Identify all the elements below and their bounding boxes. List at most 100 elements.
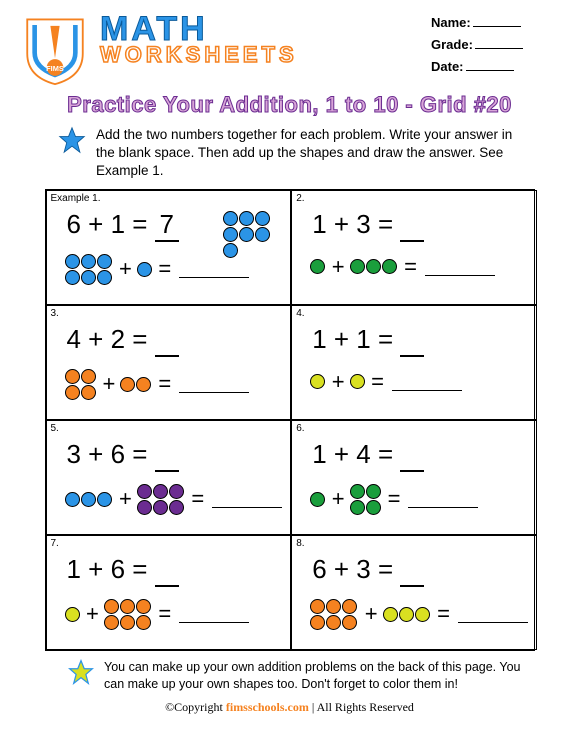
dot bbox=[350, 259, 365, 274]
dot bbox=[366, 484, 381, 499]
dot bbox=[255, 211, 270, 226]
shapes-row: += bbox=[65, 484, 283, 515]
dot-group bbox=[104, 599, 154, 630]
dot-group bbox=[350, 374, 367, 389]
problem-grid: Example 1.6 + 1 = 7+=2.1 + 3 = +=3.4 + 2… bbox=[45, 189, 535, 651]
answer-blank[interactable] bbox=[400, 554, 424, 587]
dot bbox=[342, 599, 357, 614]
answer-blank[interactable] bbox=[155, 554, 179, 587]
answer-blank[interactable] bbox=[155, 324, 179, 357]
dot bbox=[81, 254, 96, 269]
dot bbox=[97, 492, 112, 507]
instructions-text: Add the two numbers together for each pr… bbox=[96, 126, 531, 181]
dot bbox=[65, 254, 80, 269]
dot bbox=[326, 599, 341, 614]
dot bbox=[223, 243, 238, 258]
cell-label: 4. bbox=[296, 308, 304, 319]
title-block: MATH WORKSHEETS bbox=[100, 12, 423, 66]
star-icon bbox=[58, 126, 86, 154]
grade-blank[interactable] bbox=[475, 48, 523, 49]
plus-sign: + bbox=[330, 254, 347, 280]
name-label: Name: bbox=[431, 15, 471, 30]
dot-group bbox=[310, 599, 360, 630]
shapes-row: += bbox=[65, 599, 283, 630]
shapes-row: += bbox=[310, 254, 528, 280]
equals-sign: = bbox=[156, 601, 173, 627]
copyright: ©Copyright fimsschools.com | All Rights … bbox=[18, 700, 561, 715]
dot bbox=[120, 599, 135, 614]
shape-answer-blank[interactable] bbox=[212, 490, 282, 508]
shape-answer-blank[interactable] bbox=[179, 375, 249, 393]
problem-cell: 7. 1 + 6 = += bbox=[46, 535, 292, 650]
answer-blank[interactable] bbox=[155, 439, 179, 472]
math-title: MATH bbox=[100, 12, 423, 46]
dot bbox=[137, 262, 152, 277]
dot bbox=[136, 599, 151, 614]
dot bbox=[169, 484, 184, 499]
dot bbox=[65, 369, 80, 384]
footer-note-text: You can make up your own addition proble… bbox=[104, 659, 531, 693]
answer-blank[interactable] bbox=[400, 439, 424, 472]
cell-label: 5. bbox=[51, 423, 59, 434]
dot-group bbox=[310, 374, 327, 389]
cell-label: 6. bbox=[296, 423, 304, 434]
dot-group bbox=[310, 492, 327, 507]
dot-group bbox=[310, 259, 327, 274]
answer-blank[interactable] bbox=[400, 209, 424, 242]
dot bbox=[169, 500, 184, 515]
name-blank[interactable] bbox=[473, 26, 521, 27]
equals-sign: = bbox=[156, 371, 173, 397]
dot bbox=[97, 270, 112, 285]
grade-label: Grade: bbox=[431, 37, 473, 52]
copyright-site: fimsschools.com bbox=[226, 700, 309, 714]
dot bbox=[81, 385, 96, 400]
shapes-row: += bbox=[310, 369, 528, 395]
dot bbox=[120, 377, 135, 392]
dot bbox=[137, 484, 152, 499]
dot bbox=[65, 492, 80, 507]
equals-sign: = bbox=[435, 601, 452, 627]
dot bbox=[366, 259, 381, 274]
shape-answer-blank[interactable] bbox=[458, 605, 528, 623]
cell-label: 2. bbox=[296, 193, 304, 204]
plus-sign: + bbox=[117, 256, 134, 282]
cell-label: 8. bbox=[296, 538, 304, 549]
date-label: Date: bbox=[431, 59, 464, 74]
answer-blank[interactable] bbox=[400, 324, 424, 357]
dot bbox=[239, 227, 254, 242]
problem-cell: 3.4 + 2 = += bbox=[46, 305, 292, 420]
dot bbox=[382, 259, 397, 274]
dot bbox=[326, 615, 341, 630]
equation: 1 + 6 = bbox=[67, 554, 283, 587]
dot bbox=[310, 259, 325, 274]
answer-blank[interactable]: 7 bbox=[155, 209, 179, 242]
equation: 6 + 3 = bbox=[312, 554, 528, 587]
dot bbox=[81, 270, 96, 285]
equation: 3 + 6 = bbox=[67, 439, 283, 472]
dot bbox=[104, 599, 119, 614]
dot bbox=[415, 607, 430, 622]
shape-answer-blank[interactable] bbox=[179, 605, 249, 623]
dot bbox=[239, 211, 254, 226]
dot bbox=[383, 607, 398, 622]
shapes-row: += bbox=[310, 599, 528, 630]
problem-cell: Example 1.6 + 1 = 7+= bbox=[46, 190, 292, 305]
shape-answer-blank[interactable] bbox=[408, 490, 478, 508]
cell-label: 7. bbox=[51, 538, 59, 549]
dot-group bbox=[120, 377, 153, 392]
meta-fields: Name: Grade: Date: bbox=[431, 12, 561, 78]
shape-answer-blank[interactable] bbox=[392, 373, 462, 391]
shape-answer-blank[interactable] bbox=[179, 260, 249, 278]
equation: 1 + 1 = bbox=[312, 324, 528, 357]
dot bbox=[255, 227, 270, 242]
plus-sign: + bbox=[330, 369, 347, 395]
shape-answer-blank[interactable] bbox=[425, 258, 495, 276]
date-blank[interactable] bbox=[466, 70, 514, 71]
school-logo: FIMS bbox=[18, 12, 92, 86]
dot bbox=[153, 484, 168, 499]
dot bbox=[223, 211, 238, 226]
shapes-row: += bbox=[310, 484, 528, 515]
star-icon bbox=[68, 659, 94, 685]
dot bbox=[366, 500, 381, 515]
shapes-row: += bbox=[65, 254, 283, 285]
